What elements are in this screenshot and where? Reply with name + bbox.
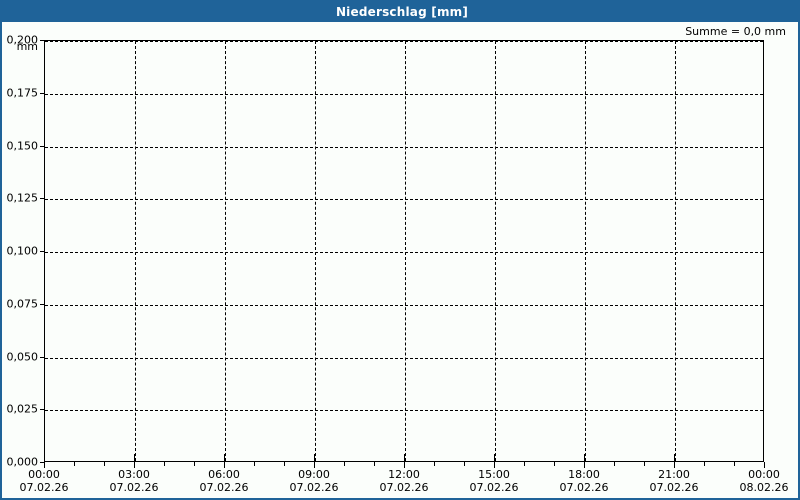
x-axis-tick-time: 12:00: [388, 468, 420, 481]
x-axis-tick-mark: [224, 462, 225, 468]
x-axis-minor-tick: [164, 462, 165, 466]
y-axis-tick-mark: [40, 462, 44, 463]
x-axis-minor-tick: [254, 462, 255, 466]
x-axis-minor-tick: [644, 462, 645, 466]
chart-title-bar: Niederschlag [mm]: [2, 2, 798, 22]
sum-annotation: Summe = 0,0 mm: [685, 25, 786, 38]
x-axis-tick-mark: [314, 462, 315, 468]
y-axis-tick-mark: [40, 251, 44, 252]
x-axis-minor-tick: [284, 462, 285, 466]
y-gridline: [45, 199, 763, 201]
x-axis-tick-time: 09:00: [298, 468, 330, 481]
x-axis-major-tick: [494, 454, 495, 462]
x-axis-tick-date: 07.02.26: [649, 481, 699, 494]
x-axis-tick-time: 00:00: [28, 468, 60, 481]
x-gridline: [585, 41, 586, 461]
x-axis-tick-label: 21:00 07.02.26: [629, 468, 719, 494]
y-axis-tick-mark: [40, 92, 44, 94]
x-axis-tick-label: 06:00 07.02.26: [179, 468, 269, 494]
y-axis-tick-label: 0,100: [6, 244, 39, 258]
y-axis-tick-label: 0,075: [6, 297, 39, 311]
x-axis-major-tick: [314, 454, 315, 462]
y-gridline: [45, 252, 763, 253]
x-axis-tick-date: 07.02.26: [379, 481, 429, 494]
page-title: Niederschlag [mm]: [335, 5, 469, 19]
x-axis-minor-tick: [734, 462, 735, 466]
x-axis-tick-label: 00:00 07.02.26: [2, 468, 89, 494]
x-axis-major-tick: [584, 454, 585, 462]
x-axis-tick-date: 07.02.26: [199, 481, 249, 494]
x-axis-tick-date: 07.02.26: [289, 481, 339, 494]
x-axis-major-tick: [674, 454, 675, 462]
x-axis-tick-mark: [764, 462, 765, 468]
x-axis-tick-mark: [674, 462, 675, 468]
y-axis-tick-label: 0,125: [6, 191, 39, 205]
x-axis-minor-tick: [524, 462, 525, 466]
plot-area: [44, 40, 764, 462]
x-axis-minor-tick: [614, 462, 615, 466]
x-axis-major-tick: [224, 454, 225, 462]
y-gridline: [45, 304, 763, 306]
x-gridline: [675, 41, 676, 461]
x-gridline: [495, 41, 496, 461]
x-axis-tick-label: 03:00 07.02.26: [89, 468, 179, 494]
x-axis-major-tick: [134, 454, 135, 462]
x-axis-minor-tick: [74, 462, 75, 466]
x-gridline: [225, 41, 226, 461]
x-gridline: [135, 41, 136, 461]
y-gridline: [45, 410, 763, 412]
x-axis-tick-time: 00:00: [748, 468, 780, 481]
y-gridline: [45, 41, 763, 42]
x-axis-minor-tick: [374, 462, 375, 466]
x-axis-minor-tick: [344, 462, 345, 466]
y-axis-tick-mark: [40, 356, 44, 358]
x-axis-tick-time: 15:00: [478, 468, 510, 481]
y-gridline: [45, 93, 763, 95]
x-axis-tick-mark: [494, 462, 495, 468]
x-axis-major-tick: [404, 454, 405, 462]
y-axis-tick-label: 0,025: [6, 402, 39, 416]
y-axis-tick-label: 0,150: [6, 139, 39, 152]
x-axis-minor-tick: [104, 462, 105, 466]
y-axis-tick-mark: [40, 145, 44, 147]
x-axis-tick-date: 08.02.26: [739, 481, 789, 494]
y-axis-tick-mark: [40, 198, 44, 200]
y-gridline: [45, 146, 763, 148]
x-axis-tick-time: 03:00: [118, 468, 150, 481]
x-axis-tick-date: 07.02.26: [559, 481, 609, 494]
y-axis-tick-mark: [40, 409, 44, 411]
x-axis-tick-date: 07.02.26: [109, 481, 159, 494]
y-axis-tick-label: 0,050: [6, 350, 39, 363]
x-axis-tick-date: 07.02.26: [469, 481, 519, 494]
y-axis-tick-label: 0,000: [6, 455, 39, 469]
x-axis-tick-label: 09:00 07.02.26: [269, 468, 359, 494]
x-axis-tick-mark: [404, 462, 405, 468]
x-axis-tick-mark: [44, 462, 45, 468]
y-axis-unit-label: mm: [16, 40, 38, 53]
x-axis-tick-label: 18:00 07.02.26: [539, 468, 629, 494]
y-axis-tick-label: 0,175: [6, 86, 39, 100]
y-axis-tick-mark: [40, 303, 44, 305]
x-axis-minor-tick: [434, 462, 435, 466]
x-gridline: [315, 41, 316, 461]
x-axis-tick-time: 21:00: [658, 468, 690, 481]
x-axis-tick-label: 12:00 07.02.26: [359, 468, 449, 494]
x-axis-tick-time: 06:00: [208, 468, 240, 481]
x-axis-tick-date: 07.02.26: [19, 481, 69, 494]
x-axis-tick-mark: [134, 462, 135, 468]
y-axis-tick-label: 0,200: [6, 33, 39, 47]
x-axis-tick-label: 15:00 07.02.26: [449, 468, 539, 494]
x-axis-tick-label: 00:00 08.02.26: [719, 468, 798, 494]
x-axis-tick-time: 18:00: [568, 468, 600, 481]
x-axis-minor-tick: [194, 462, 195, 466]
x-gridline: [405, 41, 406, 461]
y-axis-tick-mark: [40, 40, 44, 41]
precipitation-series: [45, 41, 763, 461]
y-gridline: [45, 357, 763, 359]
x-axis-minor-tick: [704, 462, 705, 466]
x-axis-minor-tick: [554, 462, 555, 466]
x-axis-minor-tick: [464, 462, 465, 466]
x-axis-tick-mark: [584, 462, 585, 468]
